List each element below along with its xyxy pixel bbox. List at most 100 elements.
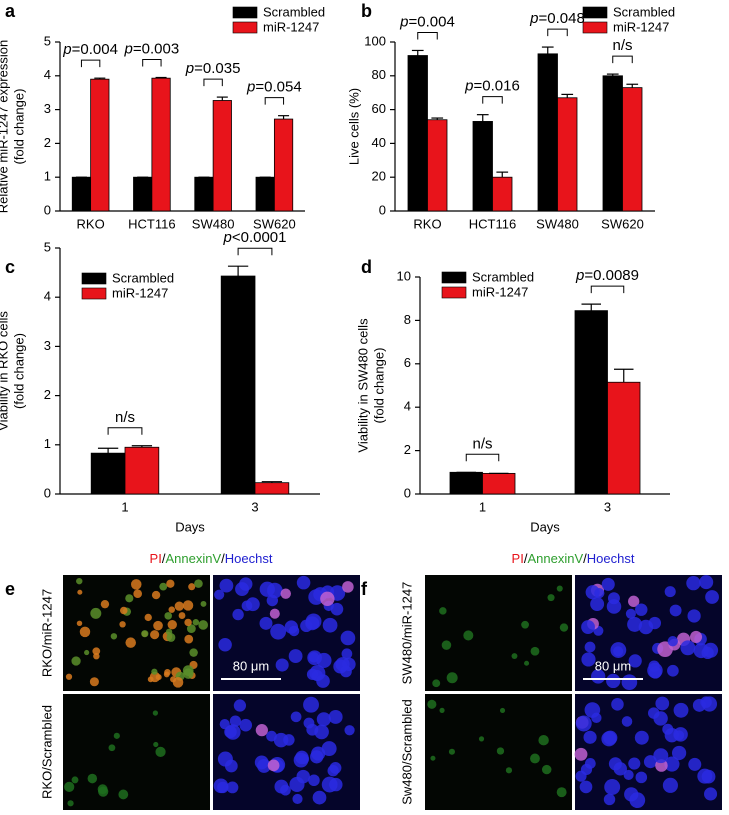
cell [300, 619, 313, 633]
cell [217, 751, 233, 767]
bar [537, 53, 558, 212]
significance-bracket [547, 28, 568, 37]
cell [556, 787, 567, 798]
cell [585, 585, 600, 600]
significance-bracket [107, 427, 143, 435]
cell [584, 702, 601, 718]
cell [259, 616, 273, 630]
cell [110, 633, 118, 640]
bar [449, 471, 483, 495]
y-tick-label: 1 [44, 169, 51, 184]
y-tick-label: 4 [404, 399, 411, 414]
stain-name: AnnexinV [527, 551, 583, 566]
y-tick-label: 4 [44, 289, 51, 304]
cell [344, 725, 355, 736]
x-tick-label: SW620 [253, 216, 296, 231]
cell [311, 746, 326, 761]
significance-label: n/s [115, 409, 135, 426]
cell [266, 730, 277, 742]
y-tick-label: 0 [44, 202, 51, 217]
cell [153, 741, 159, 748]
cell [108, 744, 116, 752]
x-tick-label: SW480 [192, 216, 235, 231]
cell [98, 786, 109, 797]
cell [547, 594, 555, 602]
y-axis-label: Relative miR-1247 expression [0, 40, 10, 213]
cell [530, 646, 540, 656]
panel-letter: f [361, 579, 368, 599]
cell [184, 618, 192, 627]
legend-label: Scrambled [112, 270, 174, 285]
cell [556, 585, 563, 592]
cell [163, 671, 170, 678]
y-tick-label: 3 [44, 338, 51, 353]
row-label: RKO/Scrambled [39, 705, 54, 799]
significance-label: p=0.016 [464, 78, 520, 95]
cell [119, 606, 128, 615]
cell [226, 781, 239, 794]
x-tick-label: 3 [604, 499, 611, 514]
legend-swatch [232, 6, 258, 19]
cell [606, 673, 621, 689]
bar [71, 176, 92, 212]
cell [150, 630, 160, 640]
y-tick-label: 8 [404, 312, 411, 327]
legend-swatch [81, 287, 107, 300]
cell [133, 589, 142, 599]
cell [448, 748, 456, 755]
legend-label: miR-1247 [472, 284, 528, 299]
legend-swatch [441, 271, 467, 284]
cell [664, 586, 676, 598]
cell [308, 589, 325, 605]
legend-swatch [441, 286, 467, 299]
cell [647, 662, 663, 679]
cell [76, 577, 83, 585]
cell [90, 607, 102, 619]
bar [607, 381, 641, 495]
cell [165, 628, 173, 636]
cell [601, 577, 615, 591]
cell [182, 665, 194, 676]
cell [166, 579, 175, 588]
cell [680, 640, 696, 656]
y-tick-label: 80 [372, 67, 386, 82]
cell [329, 761, 342, 774]
bar [151, 77, 171, 212]
cell [427, 699, 437, 709]
significance-label: p=0.004 [399, 13, 455, 30]
bar [255, 176, 275, 212]
bar [273, 118, 294, 212]
cell [432, 679, 441, 688]
bar [427, 119, 448, 212]
cell [542, 764, 552, 775]
cell [290, 711, 302, 723]
cell [538, 734, 549, 746]
cell [303, 717, 315, 729]
y-tick-label: 5 [44, 239, 51, 254]
cell [608, 757, 622, 771]
cell [505, 767, 513, 774]
y-tick-label: 4 [44, 67, 51, 82]
cell [288, 649, 303, 663]
x-axis-label: Days [175, 519, 205, 534]
significance-label: p<0.0001 [223, 229, 287, 246]
panel-letter: a [5, 1, 16, 21]
cell [245, 597, 260, 612]
cell [672, 745, 687, 761]
bar [602, 75, 623, 212]
cell [233, 699, 247, 712]
significance-bracket [482, 96, 503, 104]
cell [635, 771, 648, 784]
stain-name: PI [512, 551, 524, 566]
cell [172, 677, 184, 688]
significance-label: p=0.048 [529, 10, 585, 27]
bar [220, 275, 256, 495]
cell [257, 758, 271, 773]
bar [254, 482, 290, 495]
cell [125, 637, 136, 648]
cell [342, 581, 354, 593]
x-tick-label: RKO [77, 216, 105, 231]
cell [584, 758, 596, 769]
cell [155, 746, 166, 757]
cell [200, 600, 207, 607]
